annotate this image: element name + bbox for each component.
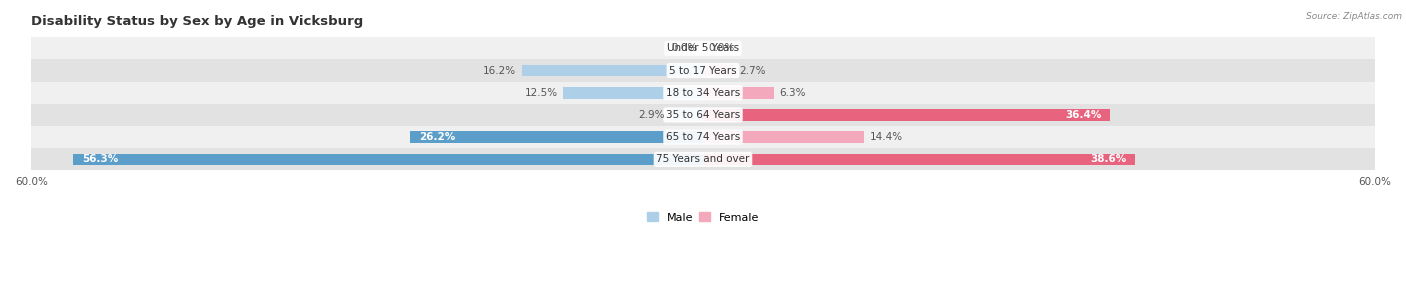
Bar	[73, 154, 703, 165]
Text: 56.3%: 56.3%	[82, 154, 118, 164]
Bar	[31, 126, 1375, 148]
Legend: Male, Female: Male, Female	[643, 208, 763, 227]
Text: 14.4%: 14.4%	[870, 132, 903, 142]
Text: 0.0%: 0.0%	[709, 43, 735, 53]
Bar	[409, 131, 703, 143]
Text: 5 to 17 Years: 5 to 17 Years	[669, 66, 737, 76]
Text: 26.2%: 26.2%	[419, 132, 456, 142]
Bar	[671, 109, 703, 121]
Text: 2.7%: 2.7%	[738, 66, 765, 76]
Text: 18 to 34 Years: 18 to 34 Years	[666, 88, 740, 98]
Text: 35 to 64 Years: 35 to 64 Years	[666, 110, 740, 120]
Bar	[31, 82, 1375, 104]
Text: 65 to 74 Years: 65 to 74 Years	[666, 132, 740, 142]
Text: Disability Status by Sex by Age in Vicksburg: Disability Status by Sex by Age in Vicks…	[31, 15, 364, 28]
Text: 36.4%: 36.4%	[1066, 110, 1101, 120]
Text: Under 5 Years: Under 5 Years	[666, 43, 740, 53]
Bar	[31, 59, 1375, 82]
Bar	[31, 104, 1375, 126]
Bar	[703, 87, 773, 99]
Text: 6.3%: 6.3%	[779, 88, 806, 98]
Text: 0.0%: 0.0%	[671, 43, 697, 53]
Bar	[703, 154, 1135, 165]
Text: 38.6%: 38.6%	[1090, 154, 1126, 164]
Text: 16.2%: 16.2%	[482, 66, 516, 76]
Text: 12.5%: 12.5%	[524, 88, 558, 98]
Bar	[703, 65, 733, 76]
Bar	[31, 37, 1375, 59]
Bar	[522, 65, 703, 76]
Text: 2.9%: 2.9%	[638, 110, 665, 120]
Bar	[562, 87, 703, 99]
Bar	[703, 109, 1111, 121]
Text: 75 Years and over: 75 Years and over	[657, 154, 749, 164]
Bar	[703, 131, 865, 143]
Text: Source: ZipAtlas.com: Source: ZipAtlas.com	[1306, 12, 1402, 21]
Bar	[31, 148, 1375, 170]
